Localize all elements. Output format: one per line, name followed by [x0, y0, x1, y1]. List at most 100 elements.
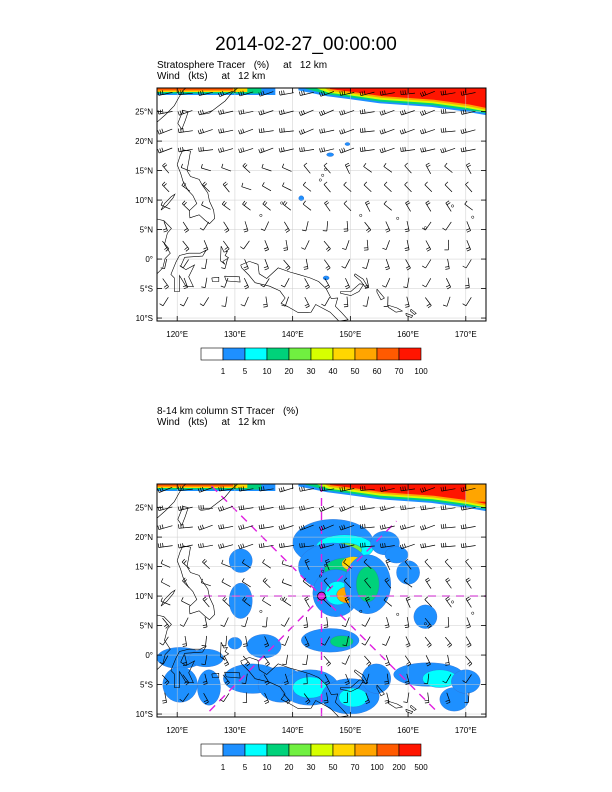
- colorbar-box: [288, 743, 312, 757]
- wind-barb-feather: [302, 200, 306, 205]
- tracer-patch: [197, 669, 221, 706]
- colorbar-box: [332, 347, 356, 361]
- wind-barb: [324, 259, 331, 269]
- wind-barb-feather: [405, 249, 410, 251]
- wind-barb: [324, 297, 331, 307]
- wind-barb: [465, 655, 473, 664]
- wind-barb-feather: [180, 486, 182, 491]
- wind-barb-feather: [160, 543, 162, 548]
- wind-barb: [445, 221, 452, 231]
- wind-barb-feather: [218, 148, 220, 153]
- wind-barb-feather: [260, 524, 263, 529]
- wind-barb: [466, 221, 471, 231]
- wind-barb-feather: [364, 285, 369, 287]
- wind-barb-feather: [442, 227, 446, 231]
- wind-barb-feather: [440, 505, 442, 510]
- wind-barb-feather: [444, 181, 449, 185]
- wind-barb: [162, 278, 169, 287]
- wind-barb: [282, 167, 292, 172]
- wind-barb-feather: [339, 149, 342, 154]
- wind-barb-feather: [345, 598, 350, 602]
- wind-barb-feather: [379, 148, 382, 153]
- wind-barb-feather: [343, 543, 346, 548]
- wind-barb-feather: [345, 682, 350, 686]
- wind-barb: [421, 148, 436, 153]
- wind-barb-feather: [361, 505, 364, 510]
- wind-barb-feather: [204, 701, 209, 705]
- wind-barb-feather: [282, 596, 286, 601]
- wind-barb-feather: [258, 486, 261, 492]
- wind-barb-feather: [197, 526, 200, 531]
- wind-barb: [161, 581, 171, 587]
- wind-barb-feather: [299, 487, 301, 492]
- wind-barb-feather: [384, 699, 389, 702]
- wind-barb: [284, 296, 289, 307]
- wind-barb-feather: [466, 642, 471, 646]
- wind-barb: [261, 167, 272, 172]
- wind-barb-feather: [405, 306, 410, 308]
- wind-barb: [465, 674, 472, 683]
- wind-barb-feather: [282, 109, 285, 114]
- wind-barb: [182, 259, 189, 269]
- wind-barb-feather: [221, 578, 225, 583]
- wind-barb-feather: [322, 505, 326, 510]
- wind-barb-feather: [161, 128, 164, 133]
- wind-barb-feather: [364, 287, 369, 289]
- wind-barb-feather: [426, 623, 431, 627]
- wind-barb: [340, 92, 355, 96]
- wind-barb-feather: [367, 663, 372, 667]
- wind-barb-feather: [444, 90, 447, 95]
- wind-barb-feather: [363, 181, 368, 186]
- wind-barb-feather: [465, 524, 467, 529]
- wind-barb-feather: [222, 486, 225, 491]
- wind-barb: [345, 240, 350, 250]
- wind-barb: [224, 258, 228, 269]
- wind-barb-feather: [281, 643, 286, 646]
- wind-barb-feather: [444, 558, 449, 562]
- wind-barb: [363, 184, 372, 192]
- colorbar-box: [266, 743, 290, 757]
- wind-barb-feather: [182, 284, 187, 288]
- wind-barb-feather: [326, 560, 331, 564]
- island: [324, 167, 327, 171]
- wind-barb-feather: [341, 624, 346, 628]
- wind-barb-feather: [260, 543, 263, 548]
- wind-barb-feather: [221, 200, 225, 205]
- wind-barb-feather: [264, 643, 268, 646]
- wind-barb: [406, 277, 410, 288]
- coastline: [410, 704, 417, 711]
- wind-barb-feather: [462, 147, 465, 152]
- wind-barb-feather: [362, 305, 367, 307]
- wind-barb-feather: [379, 91, 382, 96]
- wind-barb-feather: [218, 487, 220, 492]
- wind-barb-feather: [419, 526, 423, 531]
- wind-barb: [466, 617, 471, 627]
- wind-barb-feather: [260, 228, 265, 231]
- coastline: [240, 261, 349, 321]
- wind-barb-feather: [198, 147, 200, 152]
- island: [259, 609, 263, 613]
- wind-barb-feather: [241, 682, 246, 684]
- wind-barb-feather: [201, 267, 206, 270]
- wind-barb-feather: [159, 90, 162, 95]
- wind-barb-feather: [460, 91, 463, 96]
- wind-barb-feather: [183, 287, 188, 290]
- wind-barb: [224, 277, 229, 288]
- wind-barb-feather: [182, 505, 184, 510]
- wind-barb-feather: [160, 597, 163, 602]
- wind-barb: [304, 240, 310, 250]
- wind-barb: [421, 524, 436, 531]
- coastline: [387, 304, 404, 313]
- wind-barb-feather: [406, 202, 411, 206]
- wind-barb-feather: [446, 642, 451, 646]
- wind-barb: [343, 562, 352, 569]
- wind-barb-feather: [404, 524, 406, 529]
- wind-barb-feather: [182, 200, 186, 204]
- wind-barb: [304, 278, 310, 288]
- colorbar-label: 100: [414, 367, 428, 376]
- lon-tick-label: 140°E: [282, 726, 304, 735]
- wind-barb-feather: [221, 91, 225, 96]
- wind-barb-feather: [161, 524, 164, 529]
- wind-barb-feather: [462, 129, 465, 133]
- wind-barb-feather: [422, 129, 425, 134]
